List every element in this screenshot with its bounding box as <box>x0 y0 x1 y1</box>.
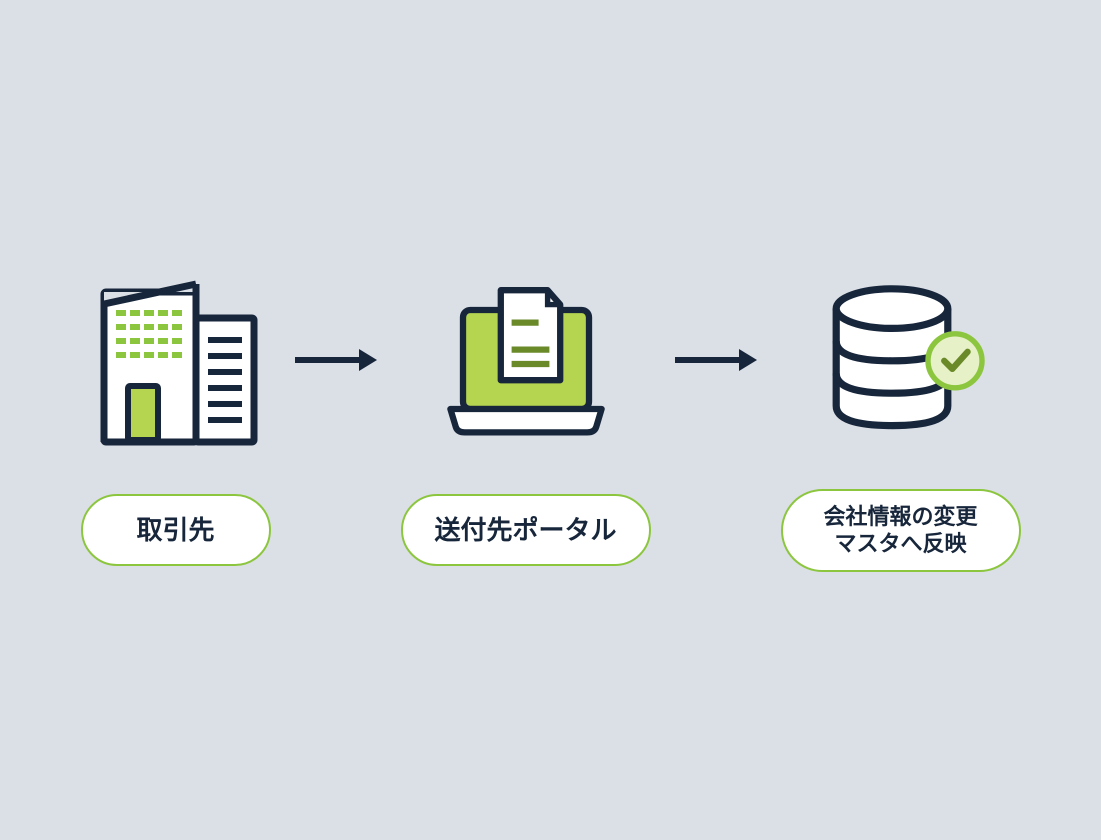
arrow-icon <box>291 345 381 375</box>
label-text: 取引先 <box>136 514 214 547</box>
label-pill-database: 会社情報の変更 マスタへ反映 <box>781 489 1021 572</box>
label-pill-portal: 送付先ポータル <box>401 494 651 567</box>
label-text: 会社情報の変更 マスタへ反映 <box>823 503 977 558</box>
label-text: 送付先ポータル <box>434 514 616 547</box>
arrow-icon <box>671 345 761 375</box>
database-icon <box>811 269 991 449</box>
building-icon <box>86 274 266 454</box>
step-portal: 送付先ポータル <box>401 274 651 567</box>
step-trading-partner: 取引先 <box>81 274 271 567</box>
flow-diagram: 取引先 送付先ポータル <box>81 269 1021 572</box>
step-database: 会社情報の変更 マスタへ反映 <box>781 269 1021 572</box>
laptop-icon <box>436 274 616 454</box>
label-pill-trading-partner: 取引先 <box>81 494 271 567</box>
